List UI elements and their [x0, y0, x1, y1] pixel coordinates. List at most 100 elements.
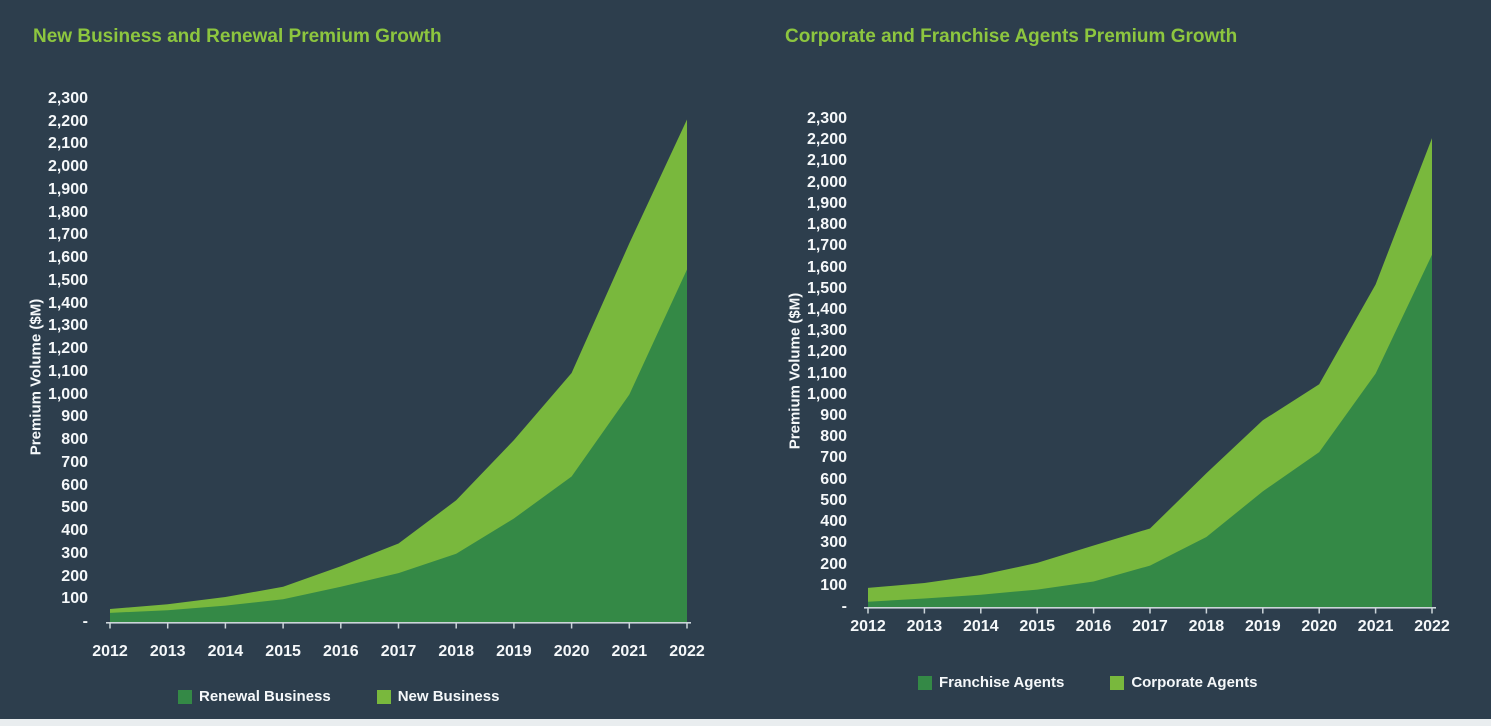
x-tick-label: 2012 — [92, 643, 128, 660]
x-tick-label: 2016 — [323, 643, 359, 660]
y-tick-label: 100 — [820, 576, 847, 594]
legend-item: Franchise Agents — [918, 674, 1064, 691]
axis-tick-mark — [109, 622, 111, 629]
y-tick-label: 2,200 — [47, 112, 88, 130]
y-tick-label: 500 — [61, 499, 88, 517]
axis-tick-mark — [1431, 607, 1433, 614]
legend-label: New Business — [397, 688, 500, 705]
legend-item: New Business — [376, 688, 500, 705]
legend-swatch-icon — [1110, 675, 1125, 690]
x-tick-label: 2015 — [1019, 618, 1055, 635]
x-tick-label: 2014 — [963, 618, 999, 635]
x-tick-label: 2022 — [1414, 618, 1450, 635]
y-tick-label: 1,300 — [806, 322, 847, 340]
y-tick-label: 700 — [61, 453, 88, 471]
axis-tick-mark — [1205, 607, 1208, 614]
x-tick-label: 2020 — [1301, 618, 1337, 635]
y-tick-label: 200 — [61, 567, 88, 585]
x-tick-label: 2018 — [438, 643, 474, 660]
y-tick-label: 500 — [820, 491, 847, 509]
y-tick-label: 300 — [820, 534, 847, 552]
axis-tick-mark — [455, 622, 457, 629]
y-tick-label: 1,600 — [47, 249, 88, 267]
y-tick-label: - — [82, 613, 88, 630]
y-tick-label: 1,800 — [806, 216, 847, 234]
y-tick-label: 200 — [820, 555, 847, 573]
x-tick-label: 2022 — [669, 643, 705, 660]
y-tick-label: - — [841, 598, 847, 615]
legend-label: Franchise Agents — [939, 674, 1065, 691]
y-tick-label: 1,600 — [806, 258, 847, 276]
legend-swatch-icon — [376, 689, 391, 704]
axis-tick-mark — [867, 607, 869, 614]
y-tick-label: 600 — [820, 470, 847, 488]
x-tick-label: 2019 — [496, 643, 532, 660]
axis-tick-mark — [1092, 607, 1095, 614]
axis-tick-mark — [980, 607, 982, 614]
axis-tick-mark — [1374, 607, 1377, 614]
y-tick-label: 600 — [61, 476, 88, 494]
y-tick-label: 1,500 — [47, 271, 88, 289]
y-tick-label: 1,700 — [47, 226, 88, 244]
y-tick-label: 1,900 — [806, 194, 847, 212]
y-tick-label: 2,100 — [806, 152, 847, 170]
y-tick-label: 100 — [61, 590, 88, 608]
axis-tick-mark — [224, 622, 227, 629]
y-tick-label: 1,000 — [47, 385, 88, 403]
axis-tick-mark — [1262, 607, 1264, 614]
y-tick-label: 1,300 — [47, 317, 88, 335]
x-tick-label: 2016 — [1075, 618, 1112, 635]
x-tick-label: 2015 — [265, 643, 301, 660]
axis-tick-mark — [166, 622, 169, 629]
x-tick-label: 2017 — [380, 643, 417, 660]
left-chart-title: New Business and Renewal Premium Growth — [33, 26, 442, 47]
x-tick-label: 2021 — [1357, 618, 1394, 635]
axis-tick-mark — [686, 622, 688, 629]
legend-label: Renewal Business — [199, 688, 331, 705]
x-tick-label: 2013 — [149, 643, 186, 660]
axis-tick-mark — [397, 622, 400, 629]
y-tick-label: 1,100 — [806, 364, 847, 382]
axis-tick-mark — [1318, 607, 1320, 614]
x-tick-label: 2012 — [850, 618, 886, 635]
y-tick-label: 2,300 — [806, 110, 847, 127]
y-tick-label: 1,200 — [47, 340, 88, 358]
x-tick-label: 2017 — [1132, 618, 1168, 635]
chart-legend: Renewal Business New Business — [178, 688, 499, 705]
y-tick-label: 800 — [820, 428, 847, 446]
y-tick-label: 900 — [61, 408, 88, 426]
right-chart-title: Corporate and Franchise Agents Premium G… — [785, 26, 1238, 47]
axis-tick-mark — [628, 622, 631, 629]
axis-tick-mark — [282, 622, 284, 629]
legend-label: Corporate Agents — [1131, 674, 1258, 691]
y-tick-label: 300 — [61, 544, 88, 562]
x-tick-label: 2021 — [611, 643, 648, 660]
y-tick-label: 700 — [820, 449, 847, 467]
y-tick-label: 2,000 — [47, 158, 88, 176]
y-tick-label: 1,900 — [47, 180, 88, 198]
axis-tick-mark — [1036, 607, 1038, 614]
axis-tick-mark — [570, 622, 573, 629]
x-tick-label: 2020 — [553, 643, 590, 660]
legend-swatch-icon — [178, 689, 192, 704]
y-tick-label: 900 — [820, 407, 847, 425]
legend-item: Corporate Agents — [1110, 674, 1257, 691]
x-tick-label: 2019 — [1245, 618, 1281, 635]
area-series-franchise-agents — [868, 254, 1432, 608]
y-tick-label: 2,300 — [47, 90, 88, 107]
x-tick-label: 2018 — [1188, 618, 1225, 635]
y-tick-label: 1,800 — [47, 203, 88, 221]
y-tick-label: 2,200 — [806, 131, 847, 149]
y-tick-label: 400 — [61, 522, 88, 540]
x-tick-label: 2013 — [906, 618, 943, 635]
y-tick-label: 1,700 — [806, 237, 847, 255]
y-tick-label: 1,000 — [806, 385, 847, 403]
y-tick-label: 800 — [61, 431, 88, 449]
bottom-edge-bar — [0, 719, 1491, 726]
y-tick-label: 1,200 — [806, 343, 847, 361]
axis-tick-mark — [340, 622, 342, 629]
area-series-renewal-business — [110, 269, 687, 622]
